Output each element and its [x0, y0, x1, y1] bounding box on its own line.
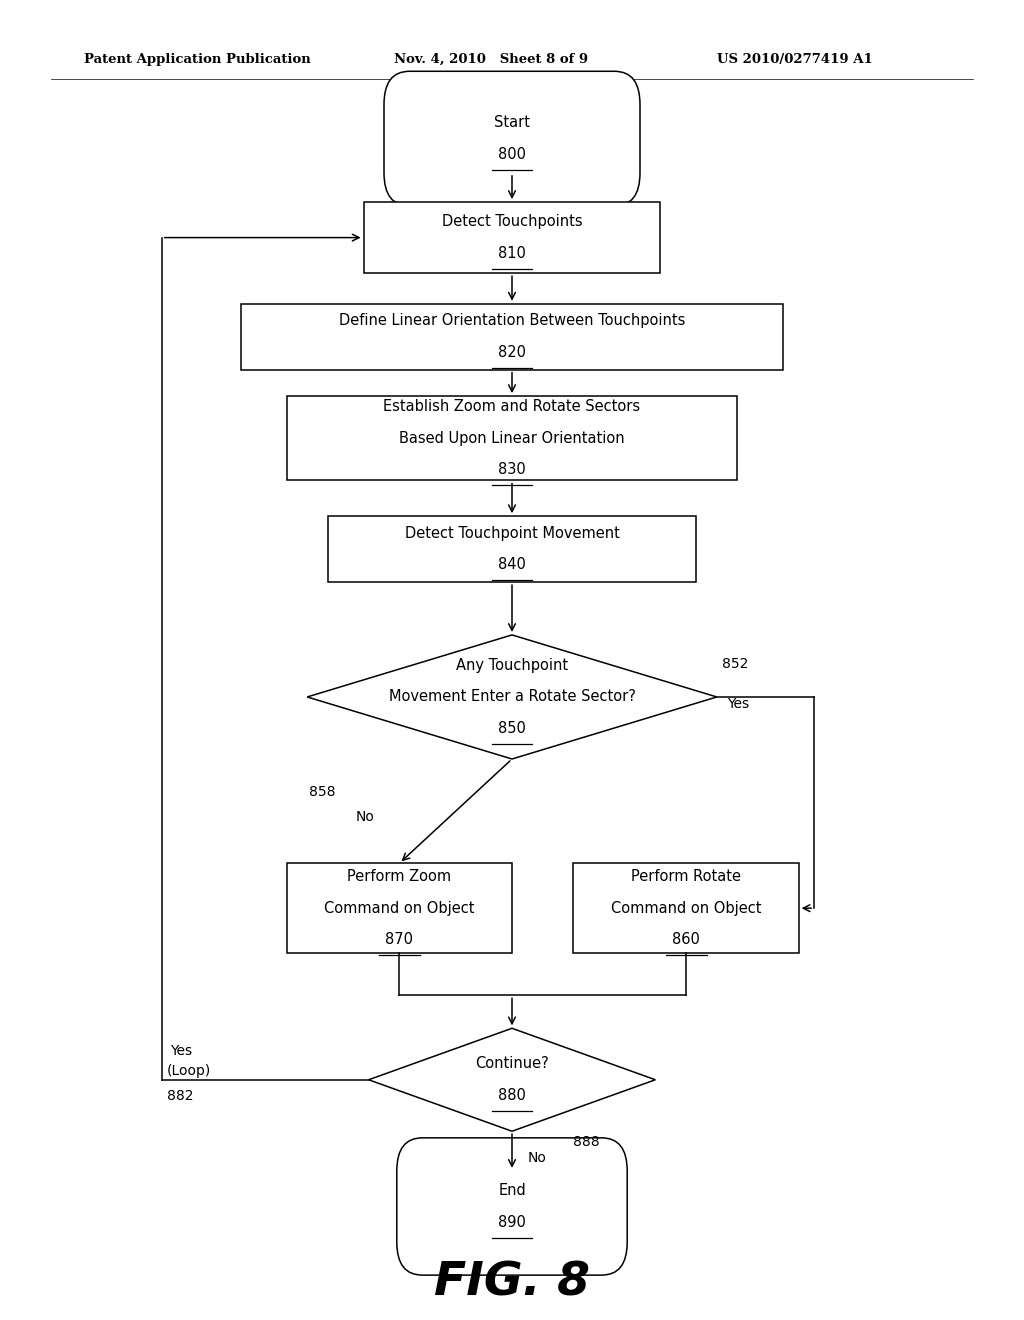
Bar	[328, 516, 696, 582]
Text: End: End	[498, 1183, 526, 1199]
Text: Command on Object: Command on Object	[325, 900, 474, 916]
Text: Perform Zoom: Perform Zoom	[347, 869, 452, 884]
Text: Detect Touchpoint Movement: Detect Touchpoint Movement	[404, 525, 620, 541]
Text: US 2010/0277419 A1: US 2010/0277419 A1	[717, 53, 872, 66]
Text: 880: 880	[498, 1088, 526, 1104]
Text: 890: 890	[498, 1214, 526, 1230]
Text: Detect Touchpoints: Detect Touchpoints	[441, 214, 583, 230]
Bar	[287, 863, 512, 953]
Text: 820: 820	[498, 345, 526, 360]
Text: 860: 860	[672, 932, 700, 948]
FancyBboxPatch shape	[396, 1138, 627, 1275]
Text: Movement Enter a Rotate Sector?: Movement Enter a Rotate Sector?	[388, 689, 636, 705]
Polygon shape	[307, 635, 717, 759]
Text: Perform Rotate: Perform Rotate	[631, 869, 741, 884]
Bar	[573, 863, 799, 953]
Text: Yes: Yes	[170, 1044, 193, 1057]
Text: 830: 830	[498, 462, 526, 478]
Bar	[241, 304, 783, 370]
Text: Based Upon Linear Orientation: Based Upon Linear Orientation	[399, 430, 625, 446]
Text: 840: 840	[498, 557, 526, 573]
FancyBboxPatch shape	[384, 71, 640, 206]
Text: 888: 888	[573, 1135, 600, 1148]
Text: Nov. 4, 2010   Sheet 8 of 9: Nov. 4, 2010 Sheet 8 of 9	[394, 53, 589, 66]
Text: 800: 800	[498, 147, 526, 162]
Text: Define Linear Orientation Between Touchpoints: Define Linear Orientation Between Touchp…	[339, 313, 685, 329]
Polygon shape	[369, 1028, 655, 1131]
Text: FIG. 8: FIG. 8	[434, 1261, 590, 1305]
Text: 858: 858	[309, 785, 336, 799]
Text: Patent Application Publication: Patent Application Publication	[84, 53, 310, 66]
Text: (Loop): (Loop)	[167, 1064, 211, 1077]
Text: Yes: Yes	[727, 697, 750, 710]
Text: 852: 852	[722, 657, 749, 671]
Text: Any Touchpoint: Any Touchpoint	[456, 657, 568, 673]
Text: No: No	[527, 1151, 546, 1164]
Text: Establish Zoom and Rotate Sectors: Establish Zoom and Rotate Sectors	[383, 399, 641, 414]
Text: 882: 882	[167, 1089, 194, 1102]
Text: No: No	[355, 810, 374, 824]
Text: 850: 850	[498, 721, 526, 737]
Text: Command on Object: Command on Object	[611, 900, 761, 916]
Text: 870: 870	[385, 932, 414, 948]
Text: Start: Start	[494, 115, 530, 131]
Text: 810: 810	[498, 246, 526, 261]
Text: Continue?: Continue?	[475, 1056, 549, 1072]
Bar	[287, 396, 737, 480]
Bar	[364, 202, 660, 273]
